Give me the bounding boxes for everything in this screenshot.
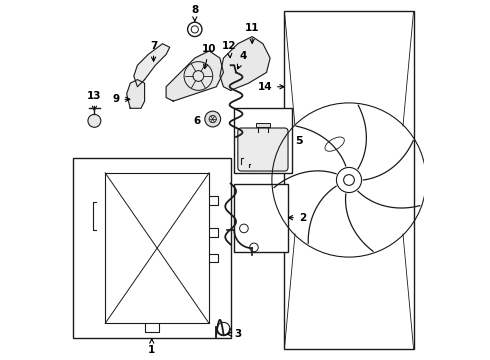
- FancyBboxPatch shape: [238, 128, 288, 171]
- Polygon shape: [126, 80, 145, 108]
- Bar: [256, 123, 270, 127]
- Circle shape: [343, 175, 354, 185]
- Text: 13: 13: [87, 91, 101, 111]
- Bar: [234, 108, 292, 173]
- Polygon shape: [220, 37, 270, 90]
- Bar: [105, 173, 209, 323]
- Text: 1: 1: [148, 339, 155, 355]
- Text: 9: 9: [112, 94, 130, 104]
- Circle shape: [205, 111, 220, 127]
- Text: 2: 2: [289, 213, 306, 222]
- Bar: [285, 12, 414, 348]
- Text: 7: 7: [150, 41, 157, 61]
- Bar: [73, 158, 231, 338]
- Text: 3: 3: [227, 329, 242, 339]
- Polygon shape: [134, 44, 170, 87]
- Text: 14: 14: [257, 82, 284, 92]
- Text: 6: 6: [193, 116, 211, 126]
- Text: 11: 11: [245, 23, 259, 43]
- Circle shape: [337, 167, 362, 193]
- Text: 10: 10: [202, 44, 217, 68]
- Bar: [234, 184, 288, 252]
- Text: 5: 5: [295, 136, 303, 145]
- Text: 8: 8: [191, 5, 198, 21]
- Circle shape: [88, 114, 101, 127]
- Text: 12: 12: [221, 41, 236, 58]
- Text: 4: 4: [238, 51, 247, 69]
- Polygon shape: [166, 51, 223, 101]
